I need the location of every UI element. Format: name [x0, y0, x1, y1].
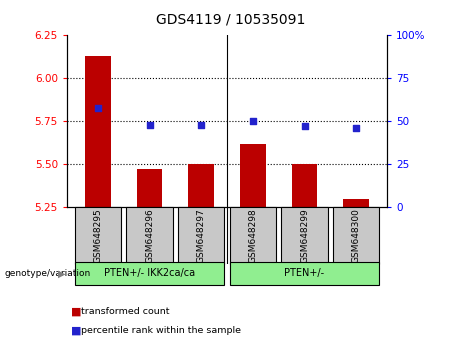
Bar	[240, 144, 266, 207]
Point	[301, 124, 308, 129]
Bar	[333, 207, 379, 264]
Text: GSM648299: GSM648299	[300, 208, 309, 263]
Text: GSM648300: GSM648300	[352, 208, 361, 263]
Bar	[136, 169, 162, 207]
Bar	[178, 207, 225, 264]
Bar	[281, 207, 328, 264]
Text: GSM648297: GSM648297	[197, 208, 206, 263]
Text: ■: ■	[71, 307, 82, 316]
Text: percentile rank within the sample: percentile rank within the sample	[81, 326, 241, 336]
Text: genotype/variation: genotype/variation	[5, 269, 91, 278]
Bar	[75, 262, 225, 285]
Point	[94, 105, 101, 110]
Text: ▶: ▶	[58, 269, 65, 279]
Bar	[292, 164, 318, 207]
Point	[249, 118, 257, 124]
Bar	[188, 164, 214, 207]
Text: GSM648295: GSM648295	[93, 208, 102, 263]
Point	[197, 122, 205, 127]
Point	[146, 122, 153, 127]
Text: GDS4119 / 10535091: GDS4119 / 10535091	[156, 12, 305, 27]
Text: transformed count: transformed count	[81, 307, 169, 316]
Text: GSM648296: GSM648296	[145, 208, 154, 263]
Text: ■: ■	[71, 326, 82, 336]
Bar	[75, 207, 121, 264]
Bar	[230, 262, 379, 285]
Point	[353, 125, 360, 131]
Text: PTEN+/- IKK2ca/ca: PTEN+/- IKK2ca/ca	[104, 268, 195, 279]
Text: PTEN+/-: PTEN+/-	[284, 268, 325, 279]
Bar	[230, 207, 276, 264]
Text: GSM648298: GSM648298	[248, 208, 257, 263]
Bar	[126, 207, 173, 264]
Bar	[85, 56, 111, 207]
Bar	[343, 199, 369, 207]
